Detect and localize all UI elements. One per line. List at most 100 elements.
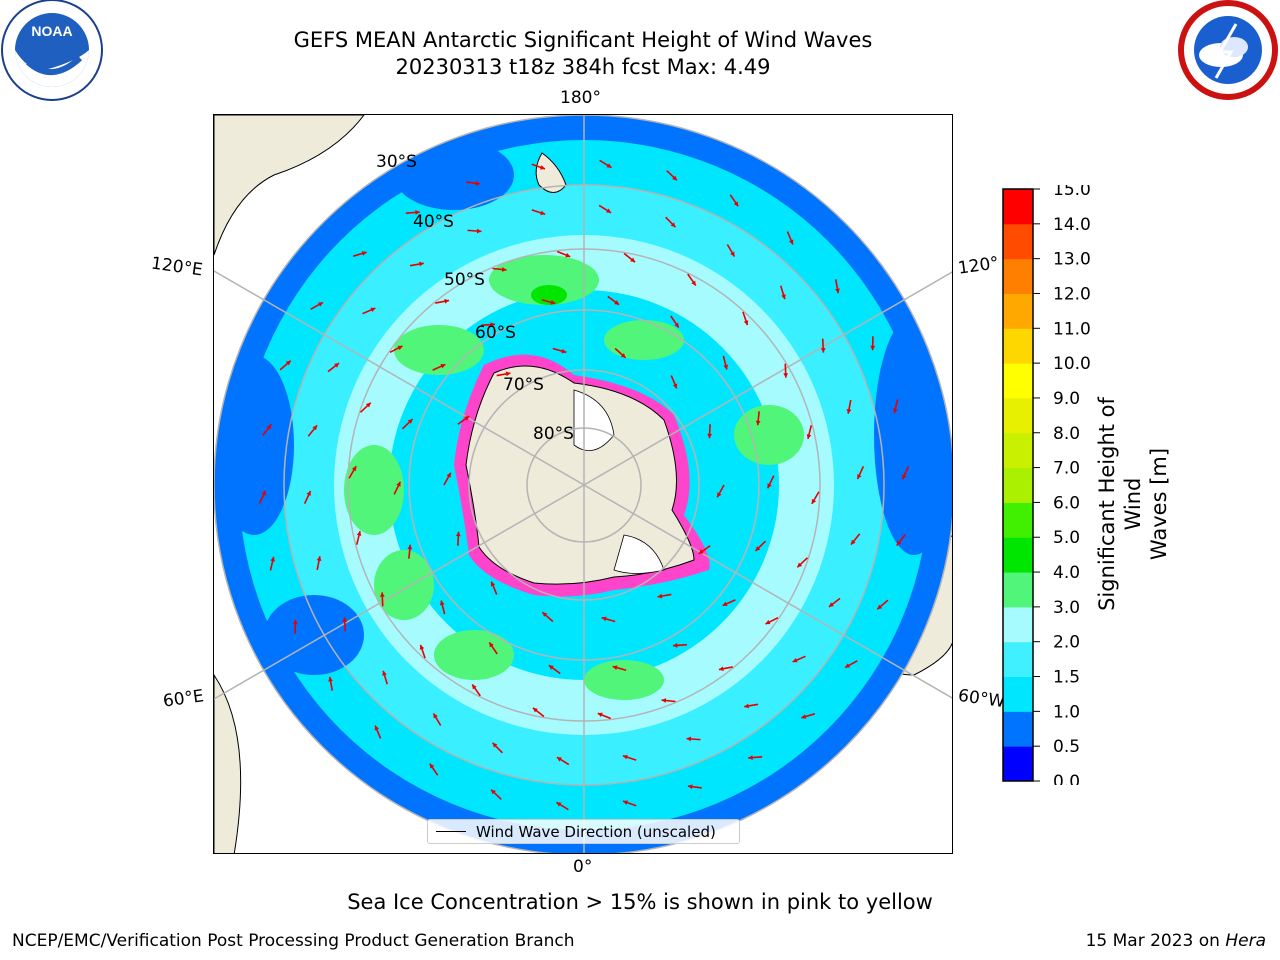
wave-arrow-head — [382, 670, 387, 676]
colorbar-title-line2: Waves [m] — [1147, 447, 1171, 561]
wave-arrow-head — [475, 180, 481, 186]
wave-arrow-head — [707, 433, 713, 439]
wave-arrow-head — [270, 556, 275, 562]
wave-arrow-head — [755, 546, 761, 551]
wave-arrow-head — [687, 784, 693, 790]
wave-arrow-head — [492, 742, 498, 748]
wave-arrow-head — [828, 602, 834, 607]
wave-arrow-head — [845, 663, 851, 668]
wave-arrow-head — [419, 261, 424, 267]
colorbar-swatch — [1003, 572, 1033, 608]
wave-arrow-head — [661, 698, 667, 703]
land-new-zealand — [535, 152, 567, 193]
wave-arrow-head — [540, 210, 546, 216]
wave-arrow-head — [446, 472, 451, 478]
wave-arrow-head — [440, 364, 446, 369]
wave-arrow-head — [312, 425, 318, 431]
wave-arrow-head — [561, 348, 567, 354]
wave-arrow-head — [896, 540, 902, 546]
wave-arrow-head — [792, 657, 798, 663]
wave-arrow-head — [730, 251, 735, 257]
wave-arrow-head — [444, 298, 450, 304]
colorbar-tick-label: 0.5 — [1053, 737, 1080, 757]
map-canvas — [214, 115, 952, 853]
wave-arrow-head — [374, 725, 380, 731]
wave-arrow-head — [316, 556, 322, 561]
colorbar-swatch — [1003, 606, 1033, 643]
wave-arrow-head — [674, 322, 679, 328]
footer-machine: Hera — [1225, 931, 1266, 951]
legend-line-icon — [436, 831, 466, 832]
wave-arrow-head — [788, 239, 794, 245]
wave-arrow-head — [835, 288, 840, 294]
wave-arrow-head — [407, 419, 413, 424]
nws-logo — [1178, 0, 1278, 100]
lon-label-0: 0° — [573, 857, 593, 877]
wave-arrow-head — [672, 383, 678, 389]
weddell-ice-shelf — [613, 534, 665, 574]
wave-arrow-head — [455, 531, 461, 537]
wave-arrow-head — [850, 539, 856, 545]
footer-date: 15 Mar 2023 on Hera — [1086, 931, 1266, 951]
land-africa-corner — [214, 115, 365, 256]
wave-arrow-head — [556, 802, 562, 807]
colorbar-tick-label: 14.0 — [1053, 215, 1091, 235]
lon-label-60w: 60°W — [956, 685, 1007, 713]
colorbar-swatch — [1003, 223, 1033, 260]
wave-arrow-head — [893, 408, 898, 414]
wave-arrow-head — [556, 757, 562, 762]
colorbar-swatch — [1003, 189, 1033, 225]
wave-arrow-head — [806, 434, 812, 439]
colorbar-tick-label: 9.0 — [1053, 389, 1080, 409]
wave-arrow-head — [370, 307, 376, 313]
wave-arrow-head — [540, 165, 545, 170]
wave-arrow-head — [342, 617, 348, 622]
wave-arrow-head — [672, 175, 677, 181]
wave-arrow-head — [491, 789, 496, 795]
colorbar-tick-label: 1.5 — [1053, 668, 1080, 688]
lon-label-180: 180° — [560, 88, 601, 108]
wave-arrow-head — [781, 294, 786, 300]
wave-arrow-head — [601, 616, 607, 622]
wave-arrow-head — [464, 416, 470, 421]
wave-arrow-head — [328, 676, 333, 682]
colorbar-swatch — [1003, 328, 1033, 364]
wave-arrow-head — [767, 483, 772, 489]
colorbar-tick-label: 6.0 — [1053, 493, 1080, 513]
chart-subtitle: 20230313 t18z 384h fcst Max: 4.49 — [395, 55, 771, 79]
map-legend: Wind Wave Direction (unscaled) — [427, 819, 740, 844]
wave-arrow-head — [722, 601, 728, 606]
lat-label-60s: 60°S — [475, 323, 516, 343]
colorbar-tick-label: 13.0 — [1053, 250, 1091, 270]
colorbar-tick-label: 1.0 — [1053, 702, 1080, 722]
wave-arrow-head — [490, 581, 496, 587]
wave-arrow-head — [472, 684, 477, 690]
colorbar-swatch — [1003, 676, 1033, 712]
wave-arrow-head — [755, 420, 761, 426]
colorbar-swatch — [1003, 363, 1033, 399]
colorbar-tick-label: 4.0 — [1053, 563, 1080, 583]
wave-arrow-head — [691, 280, 696, 286]
wave-arrow-head — [292, 619, 298, 625]
wave-arrow-head — [597, 712, 603, 718]
wave-arrow-head — [765, 619, 771, 625]
colorbar-tick-label: 7.0 — [1053, 459, 1080, 479]
wave-arrow-head — [266, 424, 272, 430]
sea-ice-note: Sea Ice Concentration > 15% is shown in … — [347, 890, 933, 914]
wave-arrow-head — [718, 666, 724, 672]
wave-arrow-head — [846, 409, 852, 414]
wave-arrow-head — [820, 348, 826, 353]
colorbar-swatch — [1003, 537, 1033, 573]
wave-arrow-head — [532, 707, 538, 713]
lat-label-50s: 50°S — [444, 270, 485, 290]
colorbar-tick-label: 15.0 — [1053, 185, 1091, 200]
wave-arrow-head — [397, 345, 403, 351]
wave-arrow-head — [429, 763, 435, 769]
wave-arrow-head — [365, 402, 371, 408]
noaa-logo-text: NOAA — [31, 23, 72, 39]
lon-label-60e: 60°E — [161, 686, 206, 712]
colorbar-title-line1: Significant Height of Wind — [1095, 397, 1145, 611]
lon-label-120e: 120°E — [149, 253, 204, 281]
legend-label: Wind Wave Direction (unscaled) — [476, 822, 716, 841]
wave-arrow-head — [614, 300, 620, 305]
